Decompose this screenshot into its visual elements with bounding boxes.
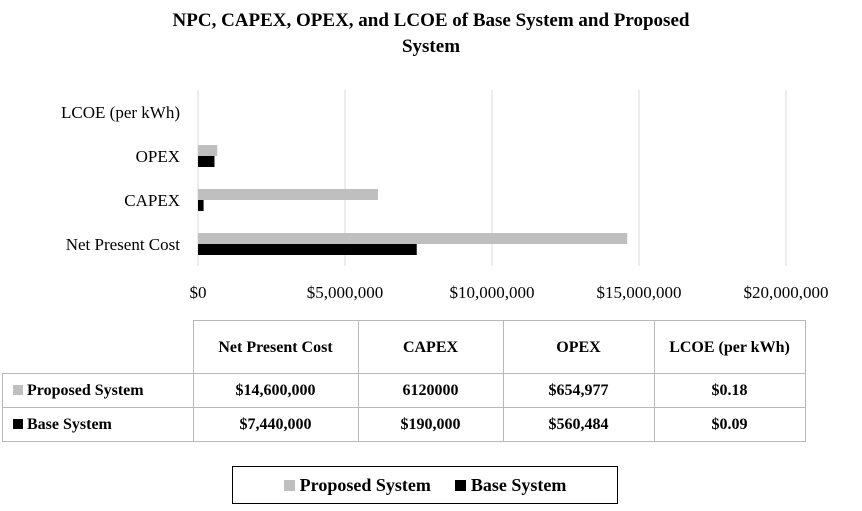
x-tick-label: $10,000,000 xyxy=(450,283,535,302)
chart-title-line-2: System xyxy=(401,36,461,57)
legend-swatch-proposed xyxy=(283,479,295,491)
data-table: Net Present Cost CAPEX OPEX LCOE (per kW… xyxy=(2,320,806,442)
x-tick-label: $15,000,000 xyxy=(597,283,682,302)
legend-item-base-system: Base System xyxy=(454,474,567,496)
table-cell: $0.09 xyxy=(653,407,806,442)
bar xyxy=(198,244,417,255)
y-category-label: CAPEX xyxy=(124,191,180,210)
table-row-base-system: Base System $7,440,000 $190,000 $560,484… xyxy=(2,407,806,442)
table-cell: $560,484 xyxy=(502,407,655,442)
table-row-label-text: Proposed System xyxy=(27,381,144,399)
bar xyxy=(198,156,215,167)
legend-label-proposed: Proposed System xyxy=(299,474,431,495)
table-cell: 6120000 xyxy=(357,373,504,408)
legend-swatch-base xyxy=(454,479,466,491)
table-row-label-text: Base System xyxy=(27,415,112,433)
table-cell: $654,977 xyxy=(502,373,655,408)
table-header-net-present-cost: Net Present Cost xyxy=(192,320,359,374)
bar xyxy=(198,189,378,200)
table-row-label: Proposed System xyxy=(2,373,194,408)
y-category-label: LCOE (per kWh) xyxy=(61,103,180,122)
legend-label-base: Base System xyxy=(470,474,567,495)
legend-item-proposed-system: Proposed System xyxy=(283,474,431,496)
table-header-opex: OPEX xyxy=(502,320,655,374)
x-tick-label: $0 xyxy=(190,283,207,302)
table-cell: $190,000 xyxy=(357,407,504,442)
bar xyxy=(198,233,628,244)
chart-title: NPC, CAPEX, OPEX, and LCOE of Base Syste… xyxy=(0,8,862,60)
chart-legend: Proposed System Base System xyxy=(232,466,618,504)
y-category-label: Net Present Cost xyxy=(66,235,181,254)
table-row-proposed-system: Proposed System $14,600,000 6120000 $654… xyxy=(2,373,806,408)
bar-chart-plot: $0 $5,000,000 $10,000,000 $15,000,000 $20,00… xyxy=(61,90,829,302)
table-header-lcoe: LCOE (per kWh) xyxy=(653,320,806,374)
chart-title-line-1: NPC, CAPEX, OPEX, and LCOE of Base Syste… xyxy=(172,10,690,31)
table-header-capex: CAPEX xyxy=(357,320,504,374)
data-table-corner xyxy=(2,320,194,374)
table-row-label: Base System xyxy=(2,407,194,442)
base-system-swatch xyxy=(13,418,23,429)
bar xyxy=(198,145,218,156)
bar xyxy=(198,200,204,211)
data-table-header-row: Net Present Cost CAPEX OPEX LCOE (per kW… xyxy=(2,320,806,374)
x-tick-label: $5,000,000 xyxy=(307,283,384,302)
x-tick-label: $20,000,000 xyxy=(744,283,829,302)
table-cell: $14,600,000 xyxy=(192,373,359,408)
table-cell: $7,440,000 xyxy=(192,407,359,442)
table-cell: $0.18 xyxy=(653,373,806,408)
proposed-system-swatch xyxy=(13,384,23,395)
y-category-label: OPEX xyxy=(136,147,180,166)
